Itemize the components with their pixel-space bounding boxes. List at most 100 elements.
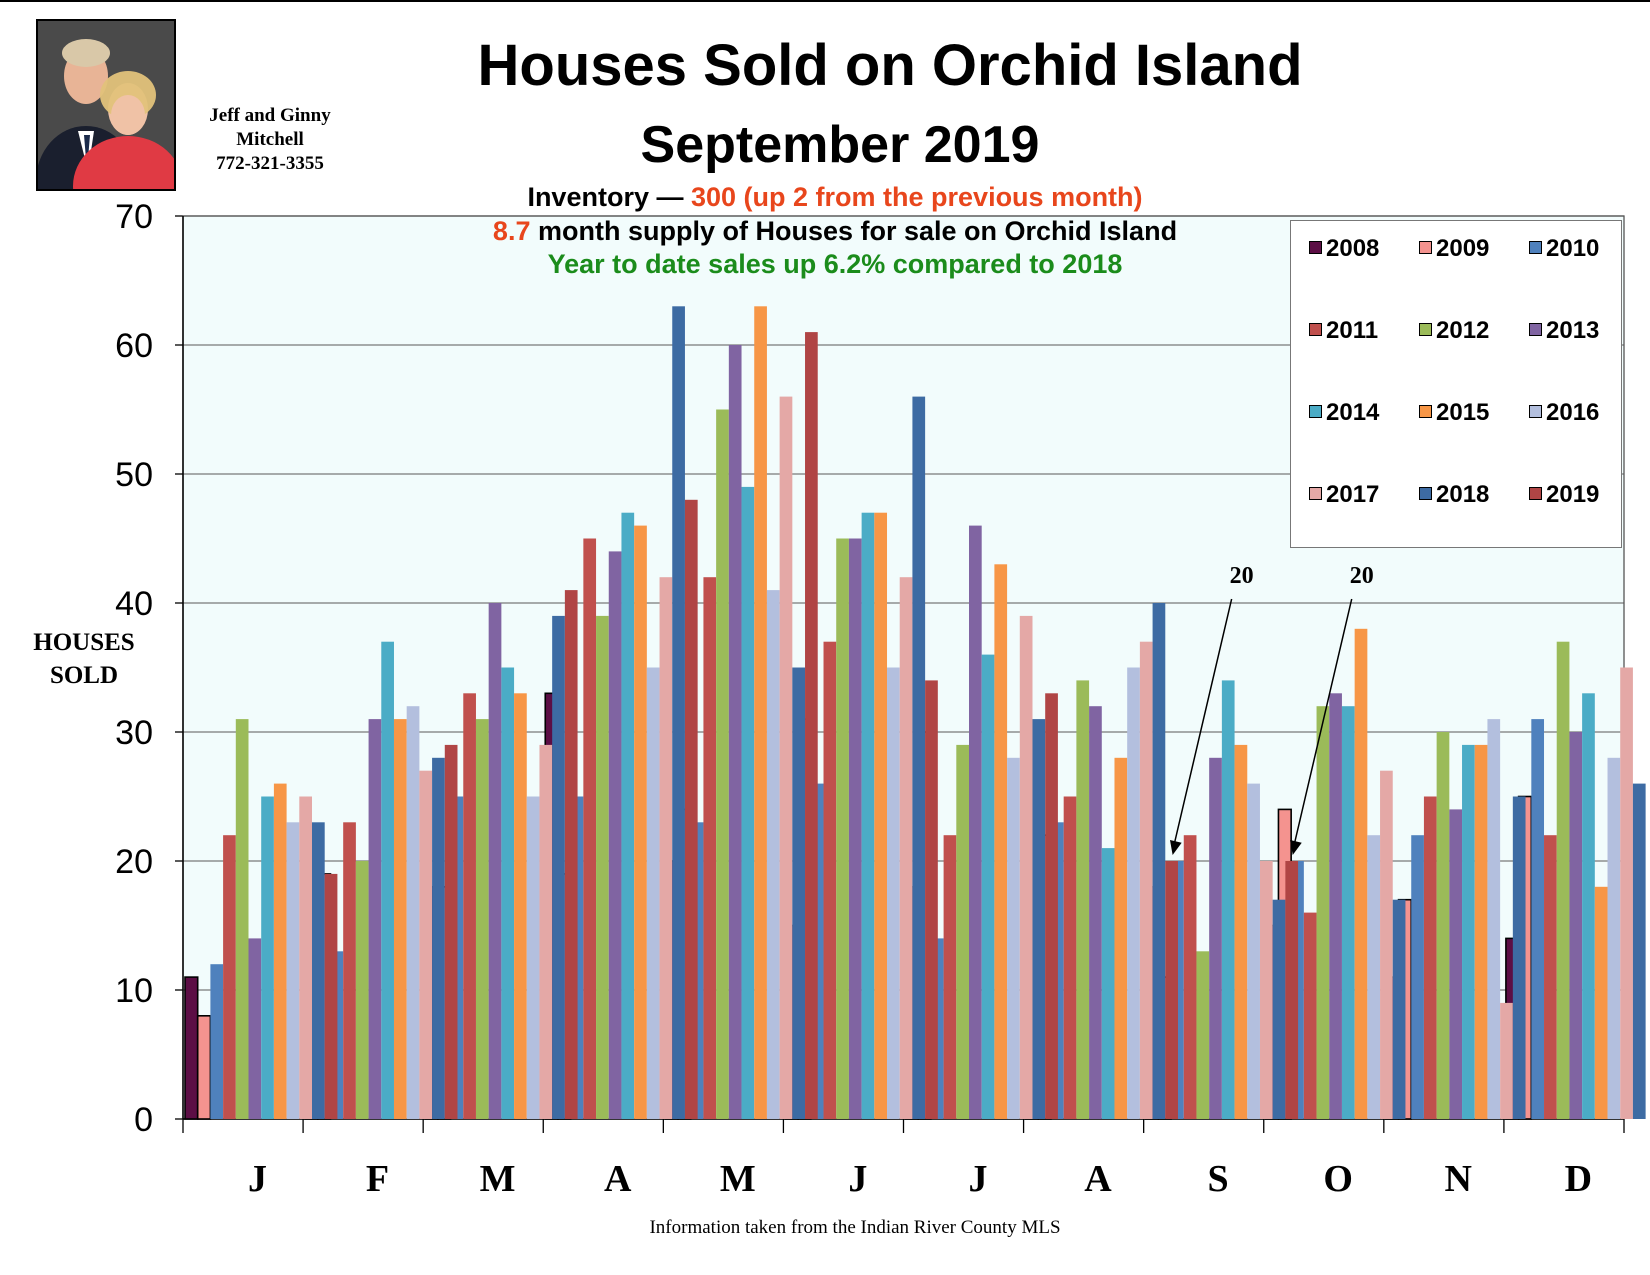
bar-2011-A [1063,796,1077,1119]
bar-2013-M [728,345,742,1119]
bar-2010-J [210,964,224,1119]
annotation-arrow-line [1291,598,1353,852]
bar-2014-M [501,667,515,1119]
bar-2015-O [1354,628,1368,1119]
bar-2012-O [1316,706,1330,1119]
bar-2014-M [741,486,755,1119]
bar-2013-J [848,538,862,1119]
bar-2013-A [1089,706,1102,1119]
bar-2015-A [1114,757,1128,1119]
top-border-line [0,0,1650,2]
bar-2018-J [912,396,926,1120]
bar-2013-F [368,719,382,1119]
bar-2011-J [823,641,837,1119]
bar-2019-M [805,332,818,1120]
bar-2011-M [703,577,717,1119]
legend-swatch [1309,323,1322,337]
bar-2015-S [1234,744,1248,1119]
legend-item-2008: 2008 [1309,235,1379,263]
bar-2013-D [1569,732,1583,1119]
legend-item-2009: 2009 [1419,235,1489,263]
x-tick-label: A [1084,1158,1112,1200]
bar-2018-O [1392,899,1406,1119]
bar-2019-J [925,680,938,1119]
bar-2018-F [432,757,445,1119]
bar-2014-J [981,654,995,1119]
bar-2011-S [1183,835,1197,1119]
bar-2012-A [1076,680,1090,1119]
source-note: Information taken from the Indian River … [649,1217,1061,1238]
bar-2017-N [1500,1002,1513,1119]
x-tick-label: M [480,1158,516,1200]
bar-2016-M [766,590,780,1119]
bar-2014-O [1341,706,1355,1119]
bar-2015-M [514,693,527,1119]
bar-2011-O [1303,912,1317,1119]
bar-2016-A [1127,667,1140,1119]
bar-2019-S [1285,861,1299,1119]
bar-2019-M [564,590,578,1119]
x-tick-label: J [848,1158,867,1200]
legend-label: 2014 [1326,399,1380,426]
y-tick-label: 10 [115,972,153,1010]
legend-swatch [1309,405,1322,419]
y-axis-label-line-2: SOLD [49,662,119,689]
legend-swatch [1419,241,1432,255]
legend-swatch [1419,323,1432,337]
legend-item-2010: 2010 [1529,235,1599,263]
y-tick-label: 20 [115,843,153,881]
bar-2012-J [235,719,249,1119]
annotation-arrow-head [1290,840,1302,855]
legend-item-2019: 2019 [1529,481,1599,509]
x-tick-label: D [1565,1158,1592,1200]
contact-name-line-1: Jeff and Ginny [209,105,331,126]
bar-2018-S [1272,899,1286,1119]
legend-label: 2008 [1326,235,1380,262]
bar-2018-J [312,822,325,1119]
bar-2017-J [1019,615,1033,1119]
legend-item-2017: 2017 [1309,481,1379,509]
legend-swatch [1529,405,1542,419]
bar-2019-A [1165,861,1178,1119]
bar-2013-O [1329,693,1342,1119]
bar-2018-A [672,306,685,1119]
supply-line: 8.7 month supply of Houses for sale on O… [320,216,1350,247]
bar-2019-F [444,744,458,1119]
bar-2018-M [552,615,565,1119]
bar-2012-S [1196,951,1210,1119]
y-tick-label: 50 [115,456,153,494]
annotation-arrow-head [1169,840,1182,855]
legend-label: 2015 [1436,399,1490,426]
bar-2017-J [299,796,312,1119]
y-axis-label: HOUSES SOLD [14,626,154,692]
bar-2016-M [526,796,540,1119]
legend-swatch [1309,241,1322,255]
bar-2015-J [273,783,287,1119]
bar-2011-N [1423,796,1437,1119]
bar-2013-M [488,603,502,1119]
inventory-value: 300 (up 2 from the previous month) [690,182,1143,212]
legend-item-2016: 2016 [1529,399,1599,427]
legend-item-2014: 2014 [1309,399,1379,427]
annotation-arrow-line [1171,598,1233,852]
legend-label: 2013 [1546,317,1600,344]
supply-value: 8.7 [492,216,531,246]
legend-label: 2011 [1326,317,1379,344]
bar-2010-D [1531,719,1545,1119]
x-tick-label: J [248,1158,267,1200]
x-tick-label: J [968,1158,987,1200]
bar-2011-D [1544,835,1557,1119]
y-tick-label: 40 [115,585,153,623]
bar-2010-N [1411,835,1424,1119]
bar-2013-N [1449,809,1463,1119]
legend-label: 2018 [1436,481,1490,508]
bar-2016-D [1607,757,1621,1119]
legend-swatch [1419,487,1432,501]
bar-2015-J [994,564,1008,1119]
chart-subtitle: September 2019 [640,116,1040,174]
bar-2011-J [223,835,236,1119]
bar-2013-S [1209,757,1222,1119]
legend-label: 2010 [1546,235,1600,262]
bar-2017-A [1139,641,1153,1119]
